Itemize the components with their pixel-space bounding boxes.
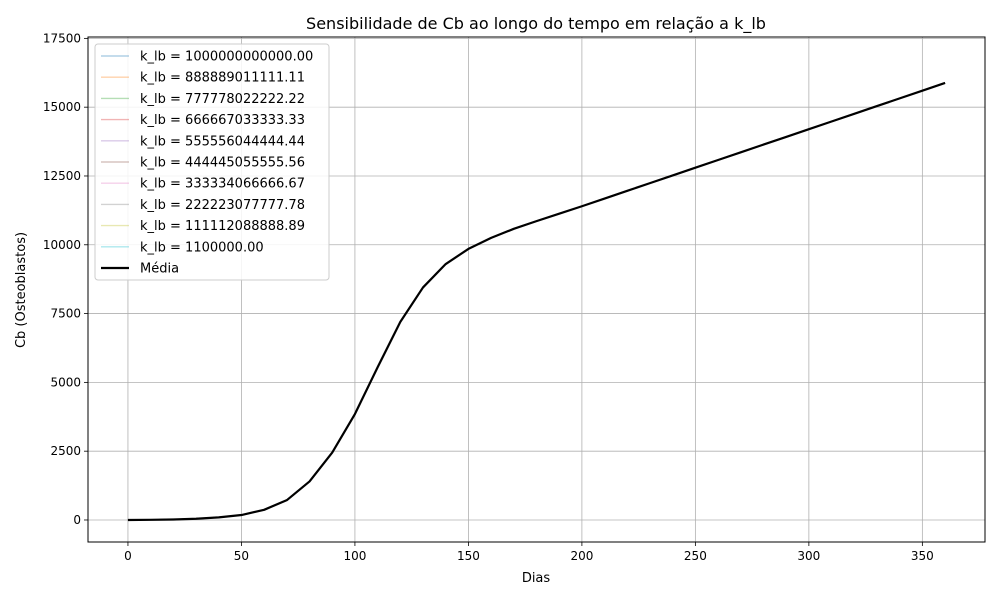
legend-label: k_lb = 555556044444.44 (140, 134, 305, 149)
legend-label: Média (140, 262, 179, 277)
series-layer (127, 81, 946, 522)
x-tick-label: 150 (457, 549, 480, 563)
legend-label: k_lb = 111112088888.89 (140, 219, 305, 234)
plot-frame (87, 36, 986, 543)
y-tick-label: 15000 (43, 100, 81, 114)
legend-label: k_lb = 666667033333.33 (140, 113, 305, 128)
legend-label: k_lb = 444445055555.56 (140, 156, 305, 171)
x-tick-label: 200 (570, 549, 593, 563)
x-tick-label: 100 (343, 549, 366, 563)
y-axis: 0 2500 5000 7500 10000 12500 15000 17500 (43, 31, 88, 527)
y-tick-label: 7500 (50, 307, 81, 321)
x-tick-label: 50 (234, 549, 249, 563)
legend-label: k_lb = 333334066666.67 (140, 177, 305, 192)
chart-title: Sensibilidade de Cb ao longo do tempo em… (306, 14, 766, 34)
x-axis: 0 50 100 150 200 250 300 350 (124, 542, 934, 563)
x-axis-label: Dias (522, 571, 551, 586)
x-tick-label: 0 (124, 549, 132, 563)
legend-label: k_lb = 222223077777.78 (140, 198, 305, 213)
y-axis-label: Cb (Osteoblastos) (14, 232, 29, 348)
y-tick-label: 12500 (43, 169, 81, 183)
x-tick-label: 300 (797, 549, 820, 563)
x-tick-label: 350 (911, 549, 934, 563)
y-tick-label: 0 (73, 513, 81, 527)
y-tick-label: 2500 (50, 444, 81, 458)
legend-label: k_lb = 1100000.00 (140, 240, 264, 255)
legend-box (94, 43, 330, 281)
legend-label: k_lb = 777778022222.22 (140, 92, 305, 107)
series-line-10 (127, 81, 946, 522)
legend: k_lb = 1000000000000.00 k_lb = 8888890111… (94, 43, 330, 281)
y-tick-label: 17500 (43, 31, 81, 45)
y-tick-label: 10000 (43, 238, 81, 252)
legend-label: k_lb = 1000000000000.00 (140, 50, 313, 65)
y-tick-label: 5000 (50, 375, 81, 389)
legend-label: k_lb = 888889011111.11 (140, 71, 305, 86)
x-tick-label: 250 (684, 549, 707, 563)
